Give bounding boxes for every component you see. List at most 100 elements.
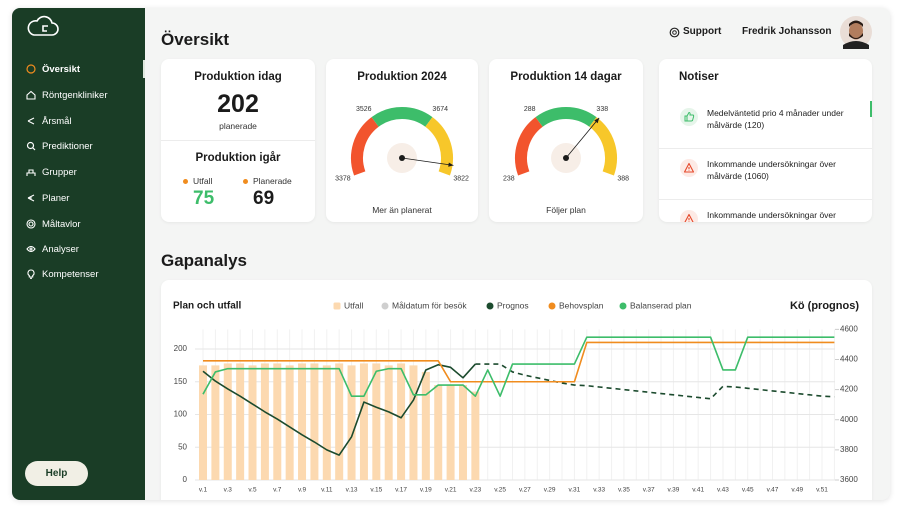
legend-label: Måldatum för besök [392,300,467,310]
support-icon [669,27,680,38]
notice-icon [680,159,698,177]
y-tick-label: 150 [174,377,188,386]
notice[interactable]: Medelväntetid prio 4 månader under målvä… [659,97,872,148]
stat: Planerade 69 [243,176,313,216]
legend-marker [619,302,627,310]
legend-label: Prognos [497,300,529,310]
icon-shape [684,213,694,222]
x-tick-label: v.41 [692,487,704,494]
today-value: 202 [217,90,259,118]
x-tick-label: v.25 [494,487,506,494]
nav-label: Grupper [42,166,77,178]
line-series [475,363,835,400]
bar [248,365,257,480]
gauge-pivot [563,155,569,161]
nav-item[interactable]: Översikt [26,60,145,78]
bar [347,365,356,480]
x-tick-label: v.19 [420,487,432,494]
line-series [202,363,476,456]
nav-item[interactable]: Prediktioner [26,138,145,154]
x-tick-label: v.17 [395,487,407,494]
nav-item[interactable]: Måltavlor [26,216,145,232]
gauge-tick-label: 3378 [335,176,351,183]
gauge-segment [371,107,433,127]
icon-shape [26,219,36,229]
user-name[interactable]: Fredrik Johansson [742,26,832,37]
notice-icon-shape [684,213,694,222]
bar [273,363,282,480]
avatar[interactable] [839,15,873,49]
bar [434,385,443,480]
gauge-caption: Mer än planerat [372,205,432,215]
support-link[interactable]: Support [683,26,722,37]
stat-label: Utfall [193,176,213,186]
divider [161,140,315,141]
nav-item[interactable]: Kompetenser [26,266,145,282]
legend-label: Balanserad plan [630,300,692,310]
gauge-tick-label: 388 [617,176,629,183]
gauge-segment [515,117,543,176]
bar [285,365,294,480]
bar [458,385,467,480]
gauge-segment [425,117,453,176]
nav-label: Kompetenser [42,268,99,280]
card-title: Produktion idag [194,71,282,83]
nav-item[interactable]: Röntgenkliniker [26,87,145,103]
bar [236,363,245,480]
gauge: 238 288 338 388 [503,106,629,183]
y2-tick-label: 4400 [840,355,858,364]
notice-text: Inkommande undersökningar över målvärde … [707,159,836,181]
card-title: Notiser [679,71,719,83]
notice-icon [680,210,698,222]
chart-title: Plan och utfall [173,301,242,312]
x-tick-label: v.29 [544,487,556,494]
gauge-needle-head [448,162,454,167]
line-series [202,336,835,397]
help-button[interactable]: Help [25,461,88,486]
x-tick-label: v.45 [742,487,754,494]
nav-item[interactable]: Grupper [26,164,145,180]
production-card: Produktion idag 202 planerade Produktion… [161,59,315,222]
x-tick-label: v.31 [568,487,580,494]
nav-item[interactable]: Årsmål [26,113,145,129]
nav-item[interactable]: Analyser [26,241,145,257]
notice-icon [680,108,698,126]
divider [659,148,872,149]
nav-label: Årsmål [42,115,72,127]
icon-shape [26,141,36,151]
bar [260,363,269,480]
notice[interactable]: Inkommande undersökningar över målvärde … [659,148,872,199]
nav-icon [27,117,35,125]
icon-shape [26,245,36,253]
x-tick-label: v.3 [224,487,233,494]
nav-icon [26,141,36,151]
nav-icon [26,64,36,74]
nav-icon [26,245,36,253]
stat-dot [243,179,248,184]
legend-label: Utfall [344,300,363,310]
legend-marker [548,302,556,310]
x-tick-label: v.13 [346,487,358,494]
nav-label: Översikt [42,63,81,75]
nav-item[interactable]: Planer [26,190,145,206]
gauge-tick-label: 3526 [356,106,372,113]
gauge: 3378 3526 3674 3822 [335,106,469,183]
nav-icon [27,194,35,202]
notice-text: Inkommande undersökningar över målvärde … [707,210,836,220]
bar [397,363,406,480]
notice[interactable]: Inkommande undersökningar över målvärde … [659,199,872,222]
gauge-tick-label: 238 [503,176,515,183]
line-series [203,341,835,383]
x-tick-label: v.33 [593,487,605,494]
x-tick-label: v.37 [643,487,655,494]
gauge-segment [535,107,597,127]
gauge-tick-label: 3674 [432,106,448,113]
icon-shape [26,90,36,100]
x-tick-label: v.47 [767,487,779,494]
bar [384,365,393,480]
gauge-segment [351,117,379,176]
x-tick-label: v.39 [668,487,680,494]
gauge-tick-label: 338 [596,106,608,113]
legend-marker [333,302,341,310]
bar [471,391,480,480]
